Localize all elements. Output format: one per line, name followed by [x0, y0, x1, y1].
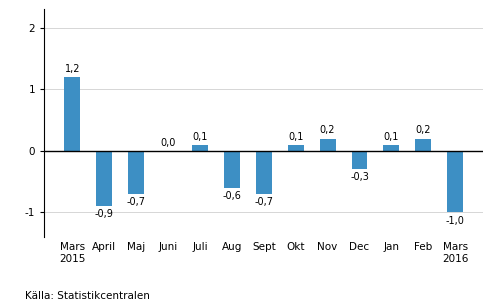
Bar	[96, 151, 112, 206]
Text: 0,0: 0,0	[160, 138, 176, 148]
Text: -0,3: -0,3	[350, 172, 369, 182]
Bar	[415, 139, 431, 151]
Text: -0,7: -0,7	[254, 197, 273, 207]
Text: 0,1: 0,1	[192, 132, 208, 142]
Bar	[256, 151, 272, 194]
Text: 1,2: 1,2	[65, 64, 80, 74]
Bar	[319, 139, 336, 151]
Text: 0,2: 0,2	[416, 126, 431, 136]
Bar	[64, 77, 80, 151]
Bar	[384, 145, 399, 151]
Text: 0,2: 0,2	[320, 126, 335, 136]
Bar	[447, 151, 463, 212]
Bar	[192, 145, 208, 151]
Text: -0,7: -0,7	[127, 197, 145, 207]
Text: Källa: Statistikcentralen: Källa: Statistikcentralen	[25, 291, 149, 301]
Text: -0,6: -0,6	[222, 191, 241, 201]
Bar	[352, 151, 367, 169]
Text: 0,1: 0,1	[384, 132, 399, 142]
Bar	[128, 151, 144, 194]
Bar	[288, 145, 304, 151]
Text: 0,1: 0,1	[288, 132, 303, 142]
Text: -0,9: -0,9	[95, 209, 114, 219]
Text: -1,0: -1,0	[446, 216, 465, 226]
Bar	[224, 151, 240, 188]
